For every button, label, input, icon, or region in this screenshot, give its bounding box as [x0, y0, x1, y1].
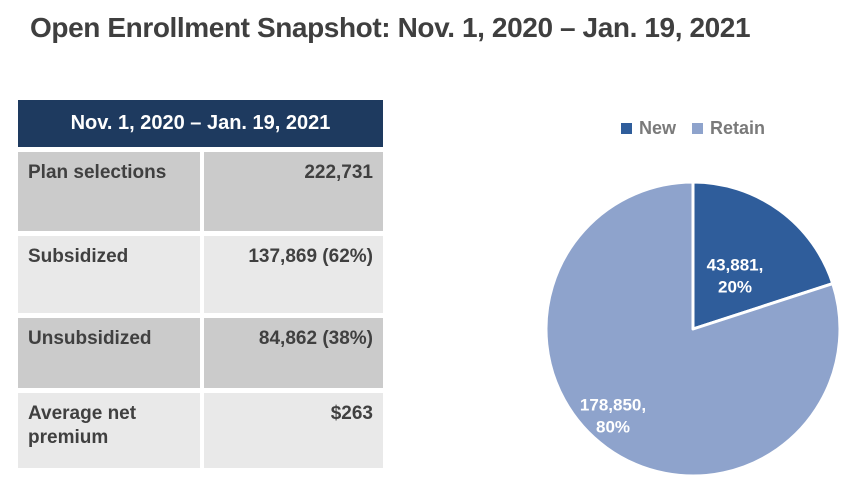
- pie-label-retain-line2: 80%: [596, 417, 630, 436]
- legend-swatch-retain-icon: [692, 123, 703, 134]
- row-label: Unsubsidized: [18, 318, 200, 388]
- legend-item-retain: Retain: [692, 118, 765, 139]
- legend-label-retain: Retain: [710, 118, 766, 138]
- row-label: Plan selections: [18, 152, 200, 231]
- row-value: $263: [204, 393, 383, 468]
- row-label: Average net premium: [18, 393, 200, 468]
- pie-label-new-line1: 43,881,: [707, 255, 764, 274]
- table-row: Average net premium $263: [18, 393, 383, 468]
- row-value: 222,731: [204, 152, 383, 231]
- pie-chart: 43,881, 20% 178,850, 80%: [544, 180, 842, 478]
- pie-label-new-line2: 20%: [718, 277, 752, 296]
- legend-item-new: New: [620, 118, 676, 139]
- page-title: Open Enrollment Snapshot: Nov. 1, 2020 –…: [30, 12, 751, 43]
- table-header: Nov. 1, 2020 – Jan. 19, 2021: [18, 100, 383, 147]
- row-value: 137,869 (62%): [204, 236, 383, 313]
- table-row: Unsubsidized 84,862 (38%): [18, 318, 383, 388]
- table-row: Plan selections 222,731: [18, 152, 383, 231]
- pie-legend: New Retain: [533, 118, 845, 139]
- summary-table: Nov. 1, 2020 – Jan. 19, 2021 Plan select…: [18, 100, 383, 468]
- row-label: Subsidized: [18, 236, 200, 313]
- pie-slice-retain: [544, 180, 842, 478]
- table-row: Subsidized 137,869 (62%): [18, 236, 383, 313]
- pie-label-retain-line1: 178,850,: [580, 395, 646, 414]
- legend-swatch-new-icon: [620, 123, 632, 134]
- row-value: 84,862 (38%): [204, 318, 383, 388]
- pie-slice-new: [691, 180, 835, 331]
- legend-label-new: New: [638, 118, 676, 138]
